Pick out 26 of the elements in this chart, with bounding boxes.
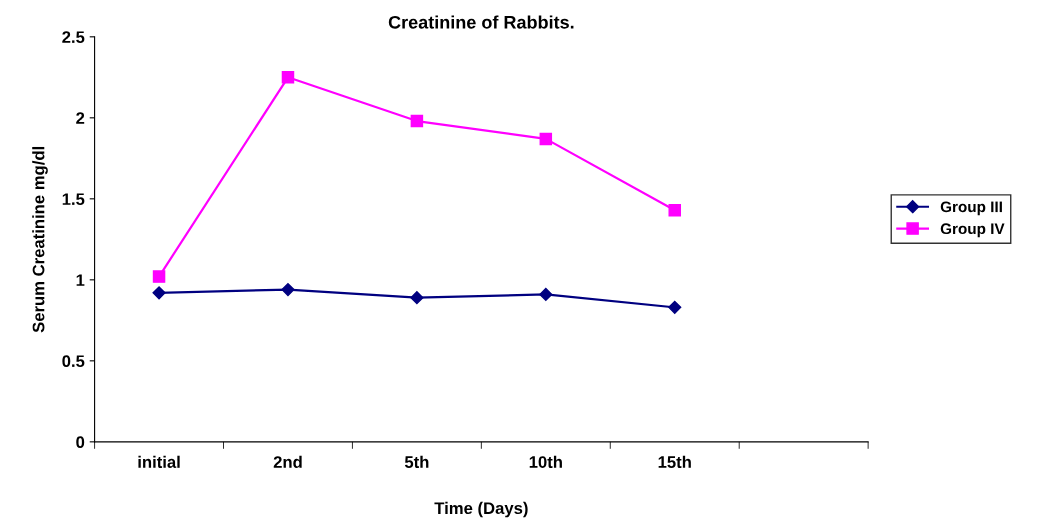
chart-title: Creatinine of Rabbits.	[388, 15, 574, 29]
y-tick-label: 2.5	[62, 31, 85, 44]
point	[539, 132, 553, 146]
point	[668, 300, 682, 314]
y-tick-label: 0	[76, 436, 85, 449]
point	[410, 291, 424, 305]
y-tick-label: 1.5	[62, 193, 85, 206]
legend-label: Group III	[940, 201, 1002, 216]
point	[539, 287, 553, 302]
point	[281, 71, 295, 84]
y-tick-label: 0.5	[62, 355, 85, 368]
y-axis-title: Serum Creatinine mg/dl	[32, 146, 48, 333]
x-axis-title: Time (Days)	[434, 501, 528, 518]
point	[410, 114, 424, 128]
x-tick-label: 5th	[404, 455, 429, 468]
x-tick-label: 2nd	[273, 455, 302, 468]
y-tick-label: 1	[76, 274, 85, 286]
y-tick-label: 2	[76, 112, 85, 124]
point	[152, 270, 166, 283]
legend-label: Group IV	[940, 223, 1005, 238]
x-tick-label: 15th	[658, 455, 691, 468]
point	[281, 282, 295, 297]
x-tick-label: initial	[138, 455, 180, 468]
point	[668, 203, 681, 217]
x-tick-label: 10th	[529, 455, 562, 468]
point	[152, 286, 166, 300]
